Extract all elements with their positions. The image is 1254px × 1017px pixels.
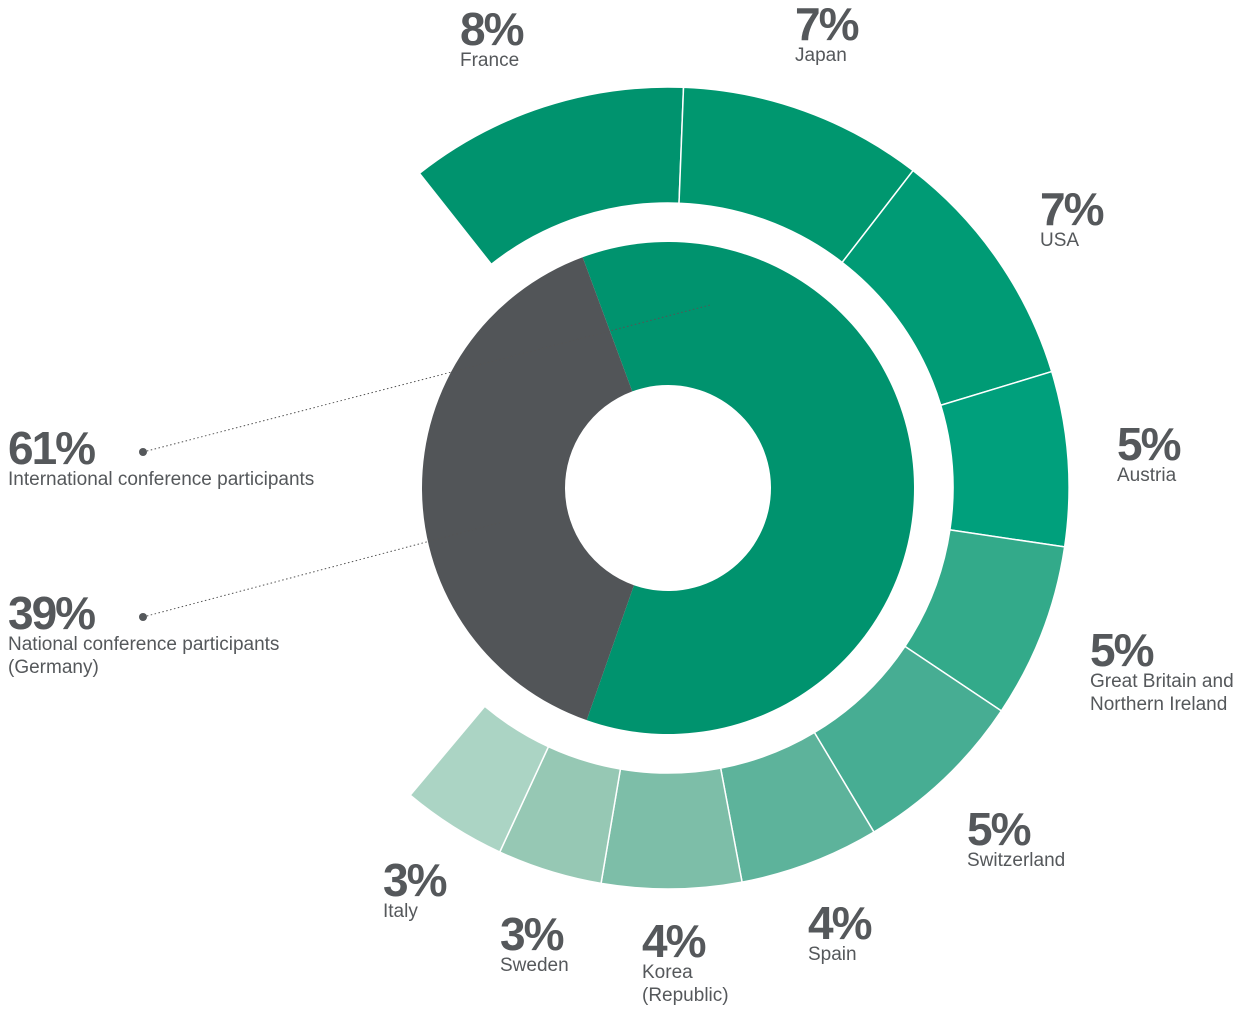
category-label: Switzerland — [967, 850, 1066, 871]
label: 61% International conference participants — [8, 425, 314, 492]
value-label: 7% — [795, 0, 860, 50]
category-label: Austria — [1117, 465, 1177, 486]
value-label: 7% — [1040, 183, 1105, 235]
category-label: Spain — [808, 944, 857, 965]
label: 5% Austria — [1117, 418, 1182, 488]
label: 3% Sweden — [500, 911, 569, 978]
category-label: National conference participants (German… — [8, 634, 280, 678]
value-label: 4% — [642, 915, 706, 967]
label: 5% Switzerland — [967, 806, 1065, 873]
value-label: 5% — [1117, 418, 1182, 470]
label: 7% Japan — [795, 0, 860, 68]
category-label: USA — [1040, 230, 1080, 251]
outer-segment — [409, 705, 550, 853]
value-label: 3% — [500, 908, 564, 960]
category-label: France — [460, 50, 520, 71]
leader-dot — [139, 448, 147, 456]
value-label: 3% — [383, 854, 448, 906]
leader-line — [142, 304, 711, 453]
inner-segment — [422, 257, 634, 721]
label: 5% Great Britain and Northern Ireland — [1090, 627, 1254, 717]
value-label: 39% — [8, 587, 96, 639]
category-label: Great Britain and Northern Ireland — [1090, 671, 1234, 715]
category-label: Korea (Republic) — [642, 962, 729, 1006]
label: 4% Korea (Republic) — [642, 918, 752, 1008]
leader-dot — [139, 613, 147, 621]
category-label: Sweden — [500, 955, 569, 976]
category-label: International conference participants — [8, 469, 315, 490]
leader-line — [142, 521, 503, 618]
outer-segment — [418, 86, 685, 266]
category-label: Japan — [795, 45, 847, 66]
inner-segment — [582, 242, 914, 735]
value-label: 61% — [8, 422, 96, 474]
category-label: Italy — [383, 901, 418, 922]
value-label: 4% — [808, 897, 873, 949]
outer-segment — [600, 767, 743, 890]
label: 3% Italy — [383, 854, 448, 924]
value-label: 5% — [967, 803, 1031, 855]
label: 39% National conference participants (Ger… — [8, 590, 348, 680]
value-label: 5% — [1090, 624, 1154, 676]
label: 8% France — [460, 3, 525, 73]
value-label: 8% — [460, 3, 525, 55]
label: 7% USA — [1040, 183, 1105, 253]
label: 4% Spain — [808, 897, 873, 967]
